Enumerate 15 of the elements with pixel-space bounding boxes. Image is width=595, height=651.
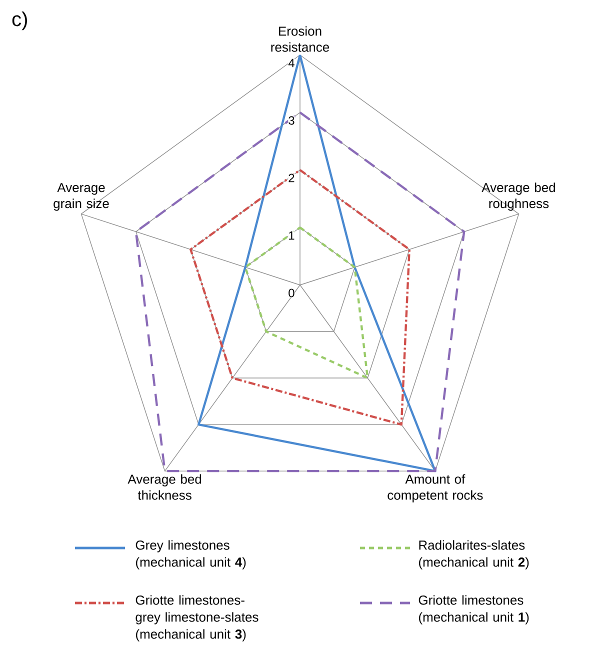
spoke-label: Erosion resistance — [271, 26, 330, 52]
spoke-label: Average bed thickness — [128, 474, 202, 500]
y-tick-label: 2 — [288, 174, 294, 182]
spoke-label: Amount of competent rocks — [388, 474, 483, 502]
legend-label: Radiolarites-slates (mechanical unit 2) — [419, 540, 529, 570]
legend-label: Griotte limestones (mechanical unit 1) — [418, 595, 529, 624]
y-tick-label: 3 — [288, 116, 294, 125]
legend-label: Grey limestones (mechanical unit 4) — [136, 540, 246, 570]
y-tick-label: 1 — [289, 231, 294, 240]
y-tick-label: 4 — [288, 58, 294, 68]
chart-title: c) — [12, 12, 27, 30]
y-tick-label: 0 — [288, 288, 294, 298]
legend-label: Griotte limestones-grey limestone-slates (mechanical unit 3) — [136, 595, 258, 642]
spoke-label: Average grain size — [54, 183, 109, 211]
spoke-label: Average bed roughness — [482, 182, 555, 211]
